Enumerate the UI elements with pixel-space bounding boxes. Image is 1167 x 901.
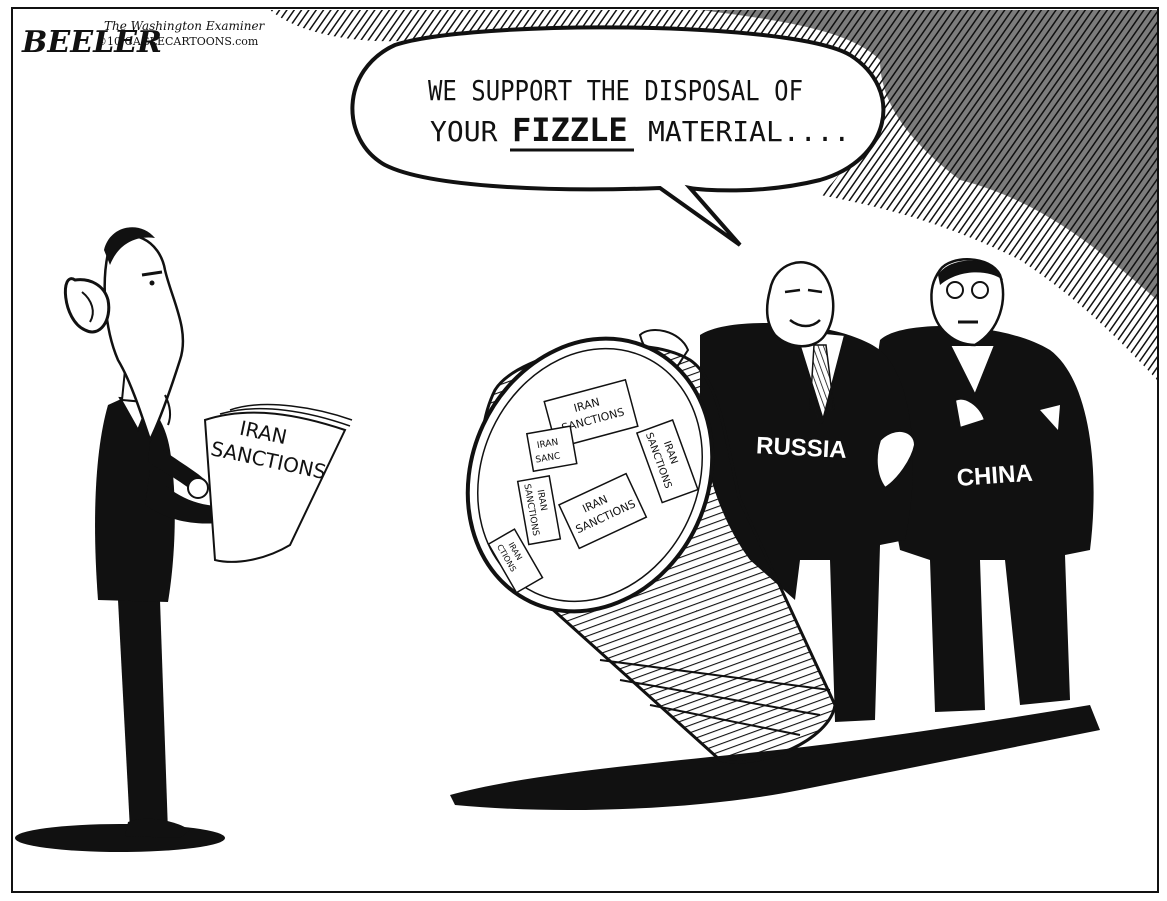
china-label: CHINA bbox=[956, 460, 1034, 492]
artist-signature: BEELER The Washington Examiner ©10 CAGLE… bbox=[21, 19, 266, 60]
bin-paper-4-line2: SANC bbox=[535, 451, 561, 465]
russia-label: RUSSIA bbox=[755, 432, 847, 464]
speech-line-2a: YOUR bbox=[430, 115, 498, 148]
speech-line-2b: MATERIAL.... bbox=[648, 115, 850, 148]
speech-line-1: WE SUPPORT THE DISPOSAL OF bbox=[428, 74, 803, 107]
ground-shadow bbox=[450, 705, 1100, 810]
figure-shadow bbox=[15, 824, 225, 852]
credit-line-2: ©10 CAGLECARTOONS.com bbox=[96, 35, 259, 48]
russia-figure: RUSSIA bbox=[638, 261, 917, 722]
trash-bin: IRAN SANCTIONS IRAN SANCTIONS IRAN SANCT… bbox=[465, 336, 837, 764]
speech-emphasis: FIZZLE bbox=[512, 111, 628, 149]
bin-paper-4-line1: IRAN bbox=[536, 438, 559, 452]
bin-paper-5-line1: IRAN bbox=[535, 489, 549, 512]
signature-text: BEELER bbox=[21, 25, 162, 60]
dark-sky-hatching bbox=[270, 10, 1157, 380]
china-figure: CHINA bbox=[876, 258, 1094, 712]
credit-line-1: The Washington Examiner bbox=[104, 19, 266, 33]
bin-papers: IRAN SANCTIONS IRAN SANCTIONS IRAN SANCT… bbox=[487, 378, 699, 594]
speech-bubble: WE SUPPORT THE DISPOSAL OF YOUR FIZZLE M… bbox=[350, 25, 886, 247]
held-sanctions-papers: IRAN SANCTIONS bbox=[203, 403, 353, 563]
